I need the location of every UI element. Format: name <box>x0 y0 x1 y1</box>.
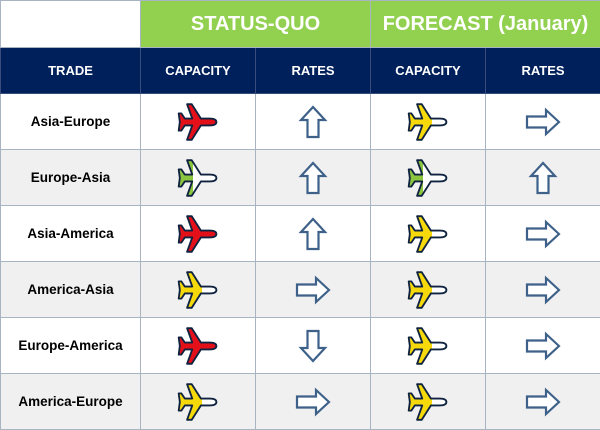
plane-red-icon <box>175 323 221 369</box>
sq-capacity-cell <box>141 150 256 206</box>
fc-rates-cell <box>486 206 600 262</box>
trade-name: Asia-Europe <box>1 94 141 150</box>
sq-capacity-cell <box>141 94 256 150</box>
fc-capacity-column-header: CAPACITY <box>371 48 486 94</box>
sq-capacity-cell <box>141 262 256 318</box>
sq-rates-cell <box>256 94 371 150</box>
trade-name: America-Asia <box>1 262 141 318</box>
plane-green-icon <box>405 155 451 201</box>
trade-column-header: TRADE <box>1 48 141 94</box>
sq-rates-cell <box>256 150 371 206</box>
fc-capacity-cell <box>371 94 486 150</box>
plane-red-icon <box>175 211 221 257</box>
arrow-right-icon <box>524 331 562 361</box>
fc-capacity-cell <box>371 206 486 262</box>
status-quo-header: STATUS-QUO <box>141 1 371 48</box>
arrow-right-icon <box>524 275 562 305</box>
plane-yellow-icon <box>405 99 451 145</box>
fc-capacity-cell <box>371 150 486 206</box>
sq-rates-cell <box>256 374 371 430</box>
plane-yellow-icon <box>405 267 451 313</box>
fc-rates-cell <box>486 318 600 374</box>
blank-corner <box>1 1 141 48</box>
arrow-right-icon <box>524 387 562 417</box>
sq-rates-cell <box>256 318 371 374</box>
trade-name: Europe-Asia <box>1 150 141 206</box>
fc-rates-cell <box>486 374 600 430</box>
plane-green-icon <box>175 155 221 201</box>
plane-yellow-icon <box>405 323 451 369</box>
sq-capacity-cell <box>141 318 256 374</box>
arrow-up-icon <box>528 160 558 196</box>
fc-capacity-cell <box>371 262 486 318</box>
fc-rates-cell <box>486 94 600 150</box>
plane-yellow-icon <box>405 211 451 257</box>
trade-name: Asia-America <box>1 206 141 262</box>
fc-capacity-cell <box>371 318 486 374</box>
fc-capacity-cell <box>371 374 486 430</box>
table-row: Asia-Europe <box>1 94 600 150</box>
table-row: Europe-Asia <box>1 150 600 206</box>
arrow-right-icon <box>524 219 562 249</box>
plane-red-icon <box>175 99 221 145</box>
plane-yellow-icon <box>175 379 221 425</box>
sq-capacity-cell <box>141 206 256 262</box>
sq-rates-cell <box>256 262 371 318</box>
trade-name: Europe-America <box>1 318 141 374</box>
plane-yellow-icon <box>175 267 221 313</box>
fc-rates-cell <box>486 150 600 206</box>
arrow-right-icon <box>294 387 332 417</box>
sq-rates-column-header: RATES <box>256 48 371 94</box>
trade-name: America-Europe <box>1 374 141 430</box>
arrow-down-icon <box>298 328 328 364</box>
arrow-right-icon <box>294 275 332 305</box>
sq-rates-cell <box>256 206 371 262</box>
arrow-up-icon <box>298 216 328 252</box>
arrow-right-icon <box>524 107 562 137</box>
arrow-up-icon <box>298 160 328 196</box>
sq-capacity-cell <box>141 374 256 430</box>
fc-rates-cell <box>486 262 600 318</box>
arrow-up-icon <box>298 104 328 140</box>
table-row: Europe-America <box>1 318 600 374</box>
fc-rates-column-header: RATES <box>486 48 600 94</box>
forecast-header: FORECAST (January) <box>371 1 600 48</box>
table-row: Asia-America <box>1 206 600 262</box>
plane-yellow-icon <box>405 379 451 425</box>
sq-capacity-column-header: CAPACITY <box>141 48 256 94</box>
table-row: America-Europe <box>1 374 600 430</box>
table-row: America-Asia <box>1 262 600 318</box>
